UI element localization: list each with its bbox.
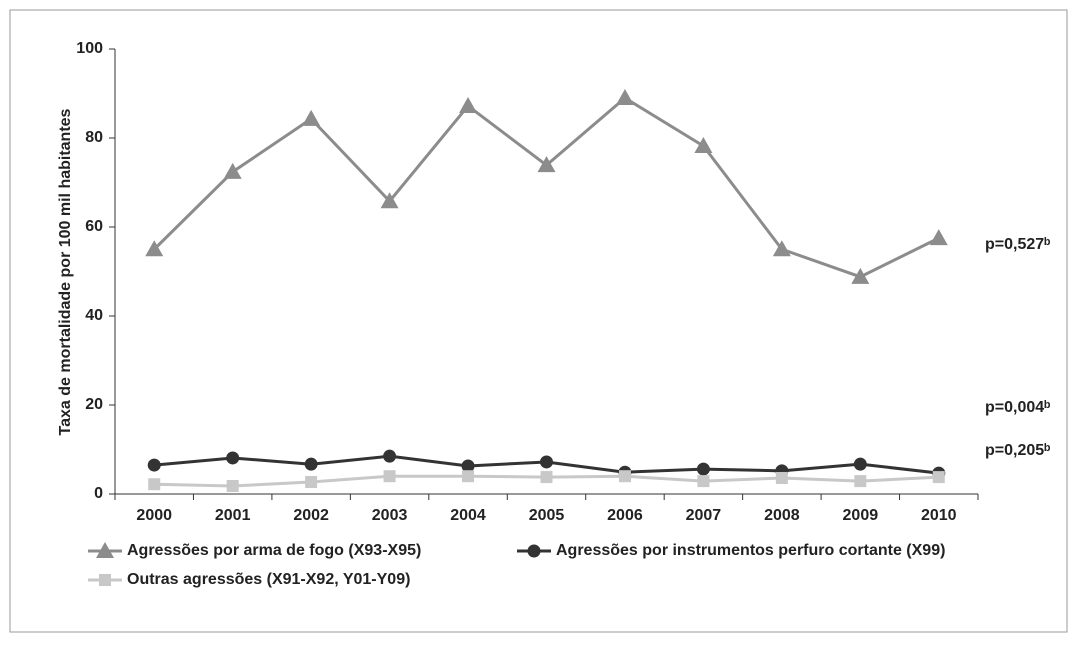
data-point: [851, 267, 870, 284]
x-tick-label: 2005: [529, 507, 565, 524]
data-point: [853, 457, 867, 471]
data-point: [223, 162, 242, 179]
data-point: [226, 451, 240, 465]
x-tick-label: 2000: [136, 507, 172, 524]
data-point: [459, 96, 478, 113]
data-point: [615, 88, 634, 105]
data-point: [226, 479, 239, 492]
data-point: [304, 457, 318, 471]
data-point: [145, 240, 164, 257]
y-tick-label: 80: [85, 129, 103, 146]
annotation: p=0,004ᵇ: [985, 399, 1050, 416]
x-tick-label: 2010: [921, 507, 957, 524]
data-point: [775, 471, 788, 484]
x-tick-label: 2004: [450, 507, 486, 524]
frame: [9, 9, 1068, 633]
data-point: [537, 156, 556, 173]
legend-label: Outras agressões (X91-X92, Y01-Y09): [127, 571, 410, 588]
legend-marker: [99, 574, 111, 586]
data-point: [697, 475, 710, 488]
data-point: [540, 471, 553, 484]
x-tick-label: 2001: [215, 507, 251, 524]
legend-marker: [527, 544, 541, 558]
legend-label: Agressões por arma de fogo (X93-X95): [127, 542, 421, 559]
data-point: [462, 470, 475, 483]
data-point: [854, 475, 867, 488]
legend-label: Agressões por instrumentos perfuro corta…: [556, 542, 945, 559]
y-tick-label: 0: [94, 485, 103, 502]
x-tick-label: 2009: [843, 507, 879, 524]
data-point: [772, 240, 791, 257]
data-point: [383, 449, 397, 463]
data-point: [461, 459, 475, 473]
y-tick-label: 100: [76, 40, 103, 57]
y-tick-label: 20: [85, 396, 103, 413]
data-point: [618, 470, 631, 483]
x-tick-label: 2006: [607, 507, 643, 524]
data-point: [305, 475, 318, 488]
data-point: [932, 471, 945, 484]
y-tick-label: 60: [85, 218, 103, 235]
data-point: [383, 470, 396, 483]
x-tick-label: 2003: [372, 507, 408, 524]
data-point: [147, 458, 161, 472]
data-point: [540, 455, 553, 469]
data-point: [302, 109, 321, 126]
x-tick-label: 2008: [764, 507, 800, 524]
data-point: [694, 137, 713, 154]
data-point: [380, 192, 399, 209]
data-point: [929, 229, 948, 246]
y-axis-label: Taxa de mortalidade por 100 mil habitant…: [57, 108, 74, 435]
annotation: p=0,527ᵇ: [985, 236, 1050, 253]
legend-marker: [96, 542, 114, 558]
x-tick-label: 2007: [686, 507, 722, 524]
data-point: [696, 462, 710, 476]
y-tick-label: 40: [85, 307, 103, 324]
data-point: [148, 478, 161, 491]
x-tick-label: 2002: [293, 507, 329, 524]
annotation: p=0,205ᵇ: [985, 442, 1050, 459]
